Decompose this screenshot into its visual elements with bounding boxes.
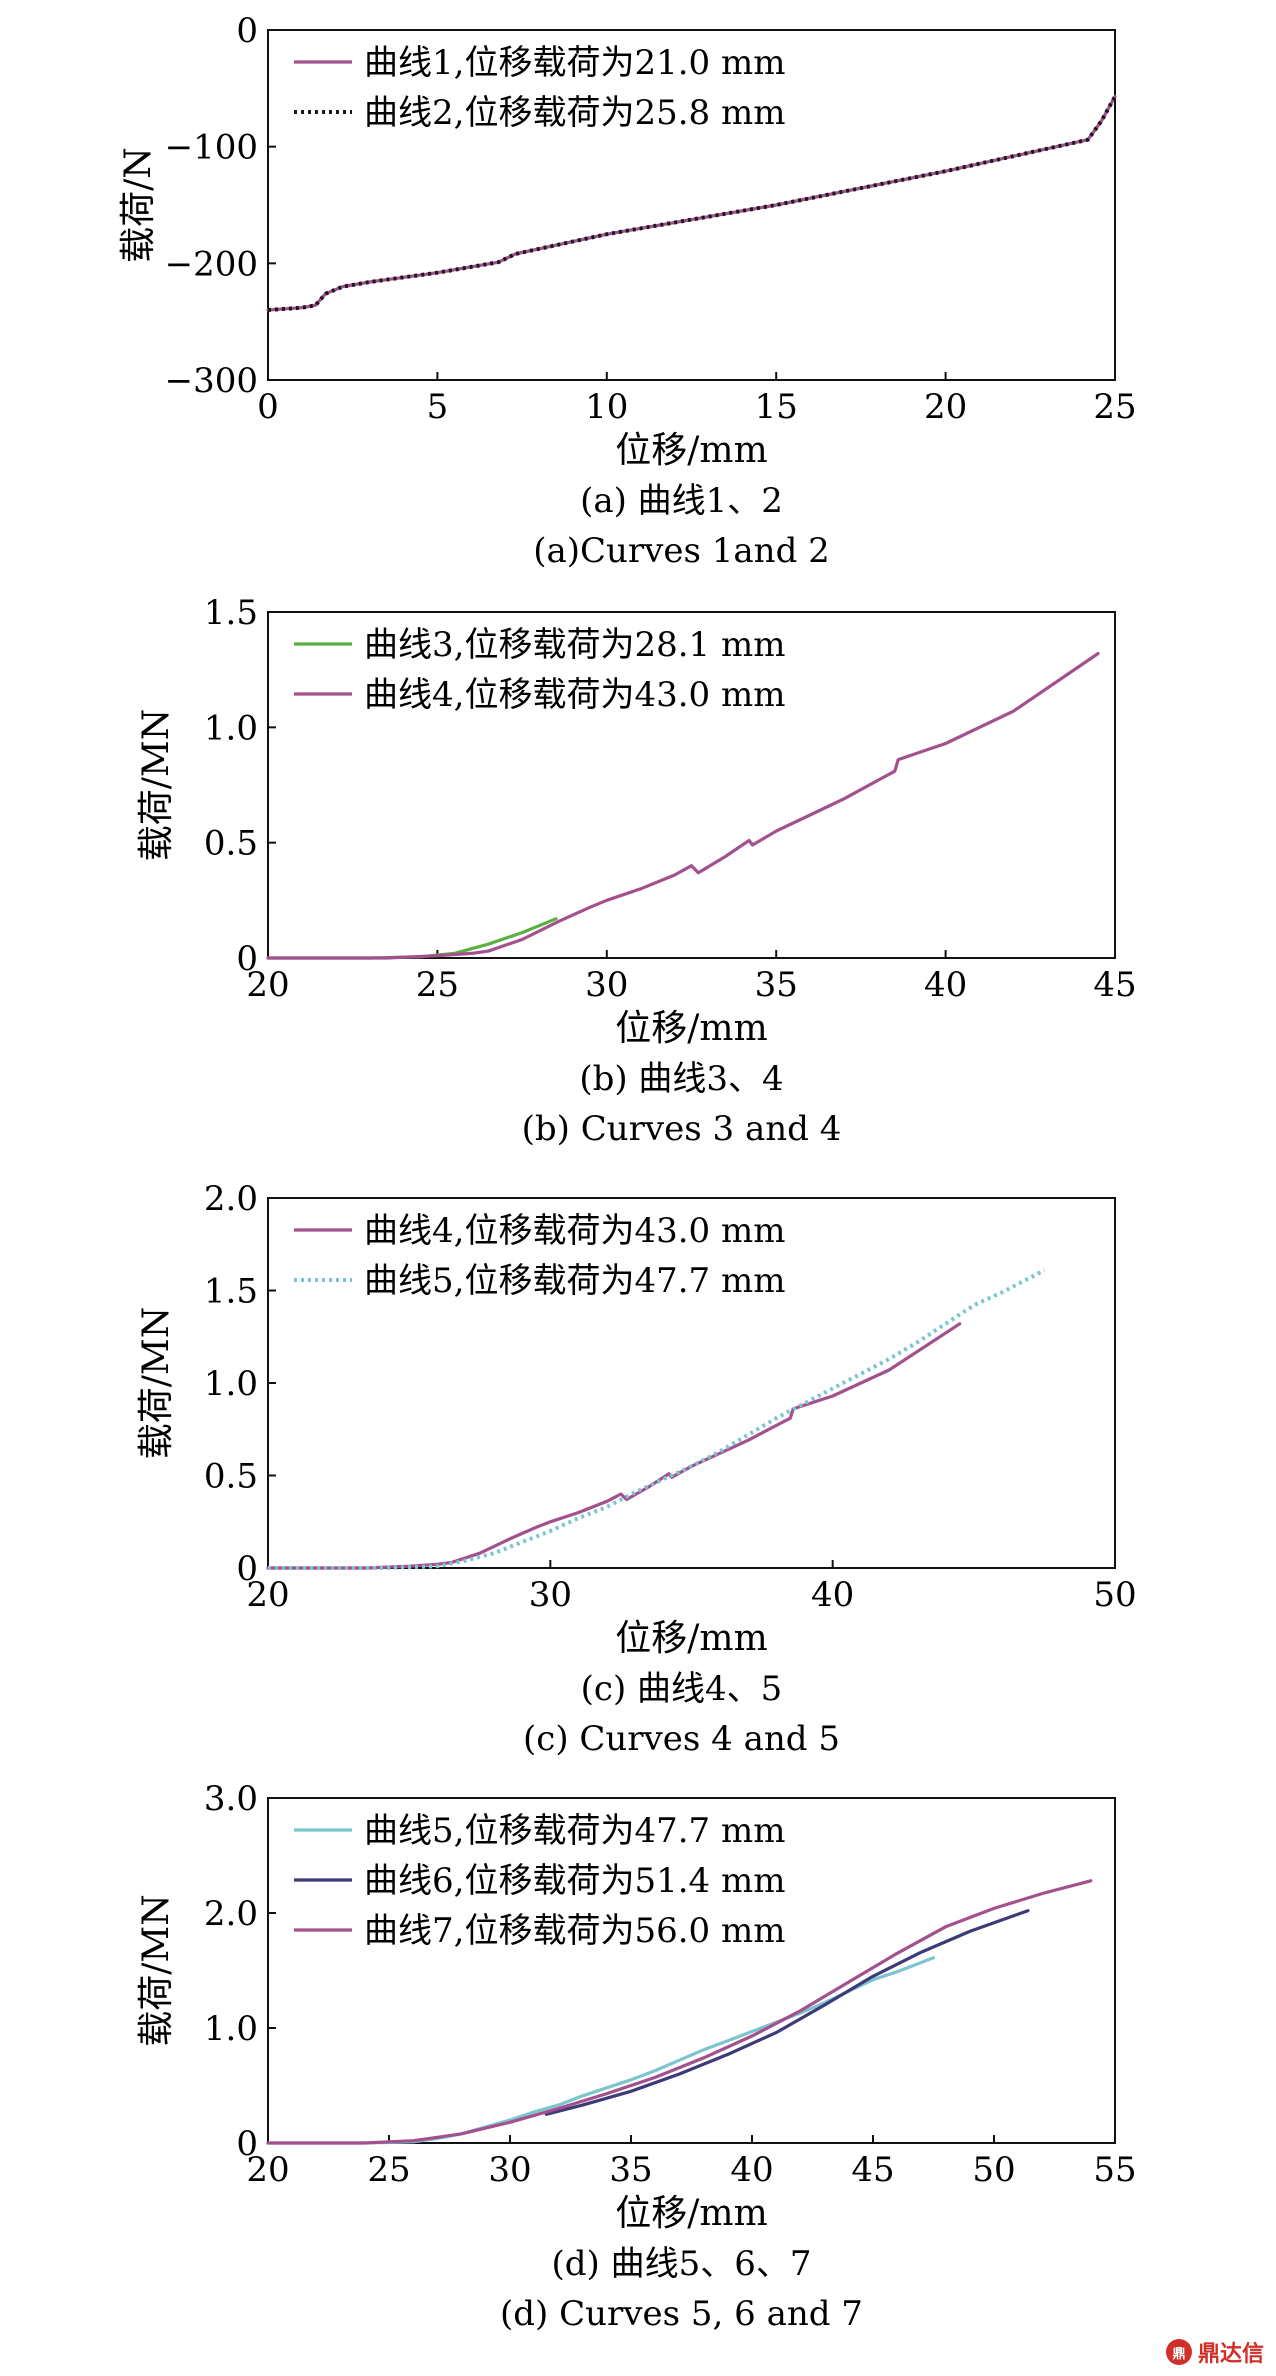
panel-a-y-tick-label: −200 [165,244,258,284]
panel-d-x-tick-label: 50 [972,2150,1015,2190]
panel-c-legend-label-2: 曲线5,位移载荷为47.7 mm [364,1261,785,1301]
watermark: 鼎 鼎达信 [1165,2336,1264,2368]
panel-d-x-tick-label: 55 [1093,2150,1136,2190]
panel-d-y-axis-label: 载荷/MN [136,1894,177,2047]
panel-d-legend-label-3: 曲线7,位移载荷为56.0 mm [364,1911,785,1951]
panel-c: 20 30 40 50 0 0.5 1.0 1.5 2.0 位移/mm 载荷/MN (c) 曲线4、5… [136,1179,1137,1759]
watermark-text: 鼎达信 [1197,2342,1264,2367]
panel-d-x-tick-label: 45 [851,2150,894,2190]
panel-d-series-line-3 [266,1879,1093,2145]
panel-a-legend-label-2: 曲线2,位移载荷为25.8 mm [364,93,785,133]
panel-c-series-line-1 [266,1322,962,1570]
panel-b-x-tick-label: 25 [416,965,459,1005]
panel-b-x-axis-label: 位移/mm [615,1008,767,1049]
panel-c-caption-cn: (c) 曲线4、5 [581,1669,783,1709]
panel-a-x-tick-label: 10 [585,387,628,427]
panel-c-caption-en: (c) Curves 4 and 5 [523,1719,840,1759]
panel-c-series-line-2 [268,1268,1046,1570]
panel-c-y-tick-label: 0.5 [204,1457,258,1497]
panel-d: 20 25 30 35 40 45 50 55 0 1.0 2.0 3.0 位移/mm 载荷/MN (d) … [136,1779,1137,2334]
panel-d-caption-en: (d) Curves 5, 6 and 7 [500,2294,863,2334]
panel-b: 20 25 30 35 40 45 0 0.5 1.0 1.5 位移/mm 载荷/MN (b) 曲线3、… [136,593,1137,1149]
panel-c-x-axis-label: 位移/mm [615,1618,767,1659]
panel-a-x-tick-label: 15 [755,387,798,427]
panel-d-x-tick-label: 35 [609,2150,652,2190]
panel-d-legend-label-2: 曲线6,位移载荷为51.4 mm [364,1861,785,1901]
panel-d-x-tick-label: 30 [488,2150,531,2190]
panel-c-x-tick-label: 30 [529,1575,572,1615]
panel-c-x-tick-label: 20 [246,1575,289,1615]
panel-a-x-axis-label: 位移/mm [615,430,767,471]
panel-c-y-tick-label: 1.5 [204,1272,258,1312]
panel-d-caption-cn: (d) 曲线5、6、7 [552,2244,812,2284]
panel-d-y-tick-label: 2.0 [204,1894,258,1934]
panel-b-legend-label-2: 曲线4,位移载荷为43.0 mm [364,675,785,715]
panel-d-y-tick-label: 0 [236,2124,258,2164]
panel-b-series-line-2 [266,651,1100,960]
panel-c-y-tick-label: 0 [236,1549,258,1589]
panel-c-y-tick-label: 1.0 [204,1364,258,1404]
panel-b-x-tick-label: 35 [755,965,798,1005]
panel-d-y-tick-label: 3.0 [204,1779,258,1819]
panel-a-y-tick-label: −100 [165,128,258,168]
panel-b-y-tick-label: 0 [236,939,258,979]
panel-d-series-line-1 [266,1956,936,2145]
panel-b-x-tick-label: 40 [924,965,967,1005]
panel-c-legend-label-1: 曲线4,位移载荷为43.0 mm [364,1211,785,1251]
panel-b-caption-cn: (b) 曲线3、4 [579,1059,783,1099]
panel-a-y-axis-label: 载荷/N [118,147,159,263]
panel-d-x-tick-label: 25 [367,2150,410,2190]
panel-a-x-tick-label: 0 [257,387,279,427]
panel-a-plot-frame [267,29,1116,381]
panel-a-caption-en: (a)Curves 1and 2 [533,531,830,571]
panel-c-plot-frame [267,1197,1116,1569]
panel-b-y-tick-label: 0.5 [204,824,258,864]
panel-b-x-tick-label: 20 [246,965,289,1005]
panel-c-y-tick-label: 2.0 [204,1179,258,1219]
panel-c-x-tick-label: 50 [1093,1575,1136,1615]
panel-b-y-axis-label: 载荷/MN [136,709,177,862]
panel-d-x-axis-label: 位移/mm [615,2193,767,2234]
panel-d-x-tick-label: 40 [730,2150,773,2190]
panel-a-x-tick-label: 5 [427,387,449,427]
panel-b-series-line-1 [266,917,558,960]
panel-a-y-tick-label: −300 [165,361,258,401]
panel-d-plot-frame [267,1797,1116,2144]
panel-c-y-axis-label: 载荷/MN [136,1307,177,1460]
watermark-logo-icon: 鼎 [1165,2339,1192,2365]
panel-b-legend-label-1: 曲线3,位移载荷为28.1 mm [364,625,785,665]
panel-b-x-tick-label: 45 [1093,965,1136,1005]
panel-b-y-tick-label: 1.0 [204,708,258,748]
panel-b-y-tick-label: 1.5 [204,593,258,633]
panel-a-series-line-2 [267,95,1117,312]
panel-d-series-line-2 [544,1909,1030,2116]
panel-a-x-tick-label: 20 [924,387,967,427]
panel-a-legend-label-1: 曲线1,位移载荷为21.0 mm [364,43,785,83]
panel-a-x-tick-label: 25 [1093,387,1136,427]
panel-b-x-tick-label: 30 [585,965,628,1005]
panel-d-y-tick-label: 1.0 [204,2009,258,2049]
panel-d-x-tick-label: 20 [246,2150,289,2190]
panel-a: 0 5 10 15 20 25 0 −100 −200 −300 位移/mm 载荷/N (a) 曲线1、… [118,11,1137,571]
panel-c-x-tick-label: 40 [811,1575,854,1615]
panel-d-legend-label-1: 曲线5,位移载荷为47.7 mm [364,1811,785,1851]
panel-a-caption-cn: (a) 曲线1、2 [580,481,783,521]
panel-b-caption-en: (b) Curves 3 and 4 [522,1109,842,1149]
panel-b-plot-frame [267,611,1116,959]
panel-a-y-tick-label: 0 [236,11,258,51]
